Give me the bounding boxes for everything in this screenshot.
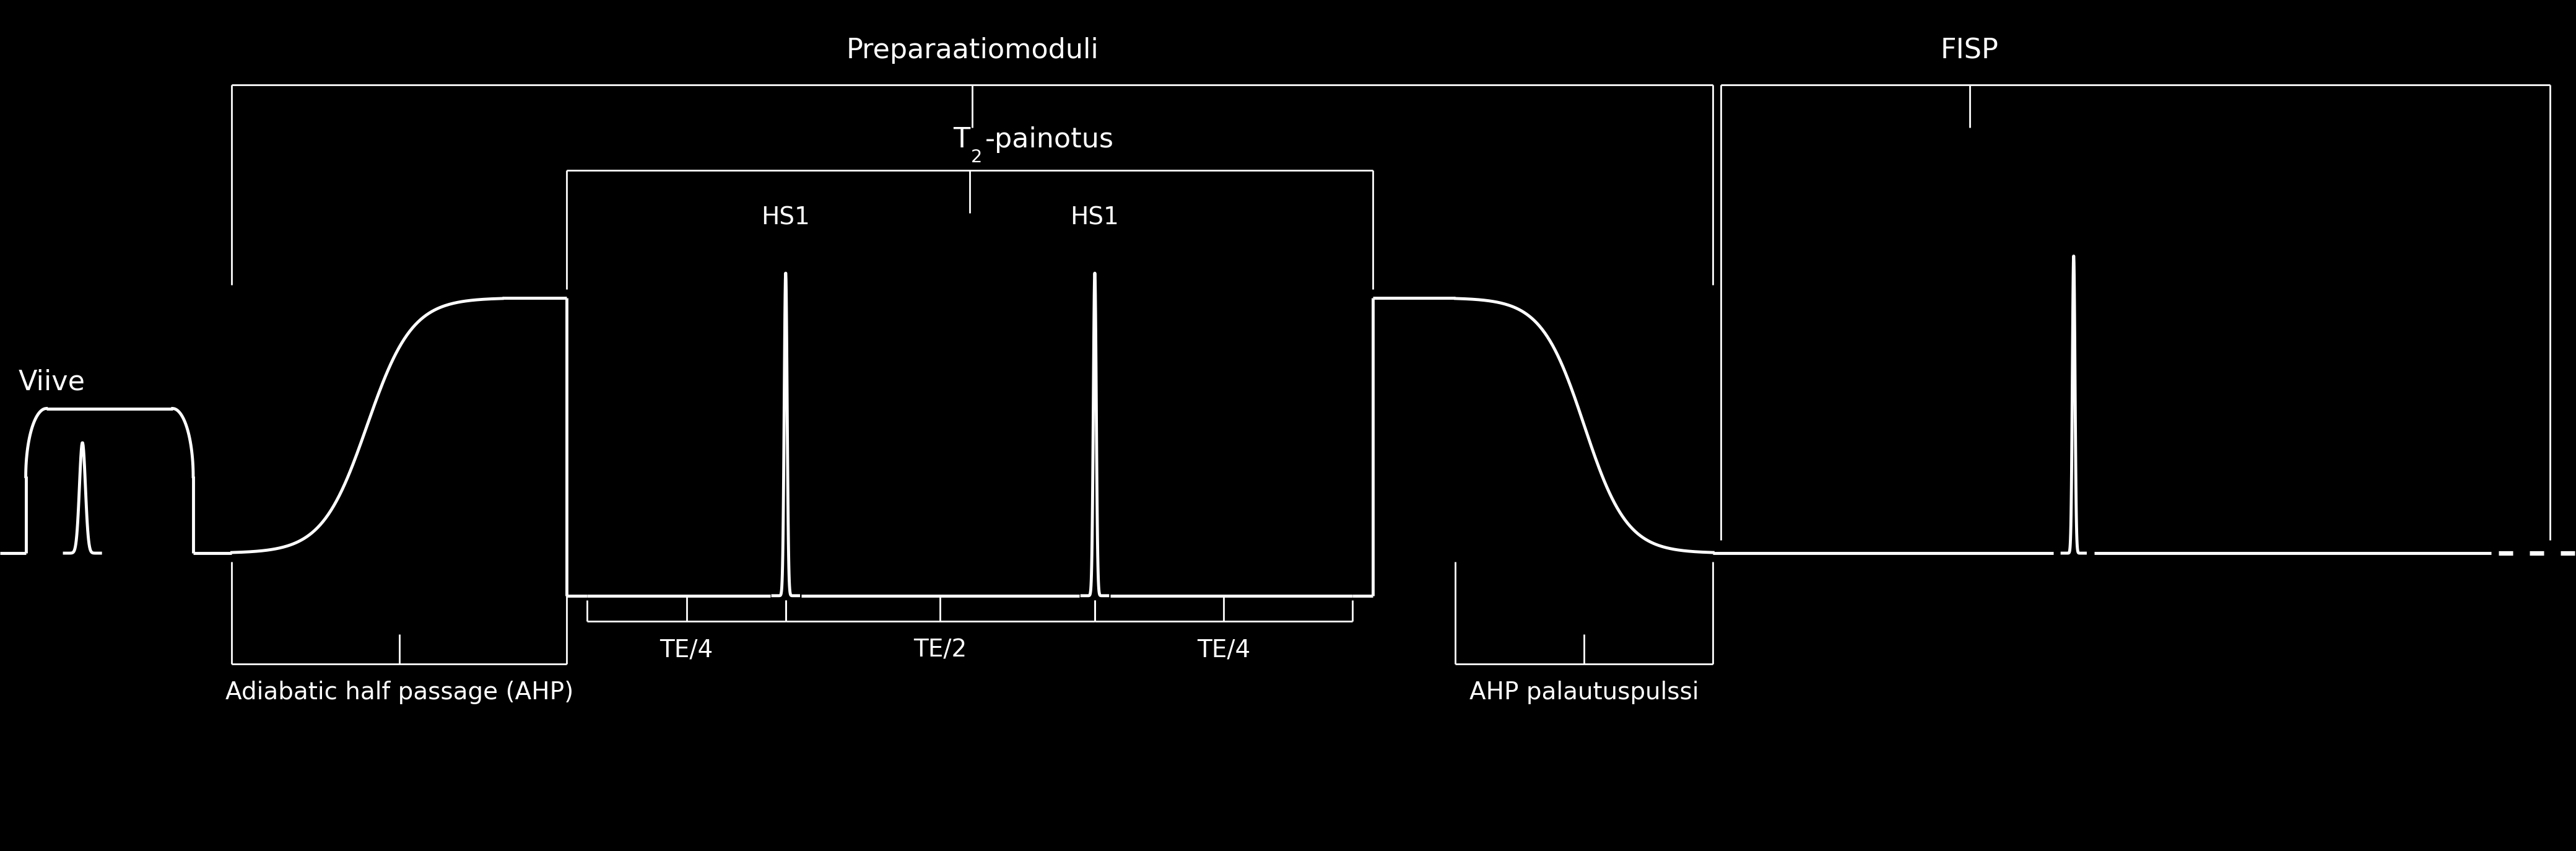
Text: FISP: FISP — [1940, 37, 1999, 64]
Text: TE/2: TE/2 — [914, 638, 966, 662]
Text: Preparaatiomoduli: Preparaatiomoduli — [845, 37, 1100, 64]
Text: Viive: Viive — [18, 369, 85, 396]
Text: -painotus: -painotus — [984, 127, 1115, 153]
Text: AHP palautuspulssi: AHP palautuspulssi — [1468, 681, 1700, 705]
Text: T: T — [953, 127, 969, 153]
Text: TE/4: TE/4 — [1198, 638, 1249, 662]
Text: HS1: HS1 — [1072, 206, 1118, 230]
Text: HS1: HS1 — [762, 206, 809, 230]
Text: 2: 2 — [971, 149, 981, 166]
Text: Adiabatic half passage (AHP): Adiabatic half passage (AHP) — [224, 681, 574, 705]
Text: TE/4: TE/4 — [659, 638, 714, 662]
